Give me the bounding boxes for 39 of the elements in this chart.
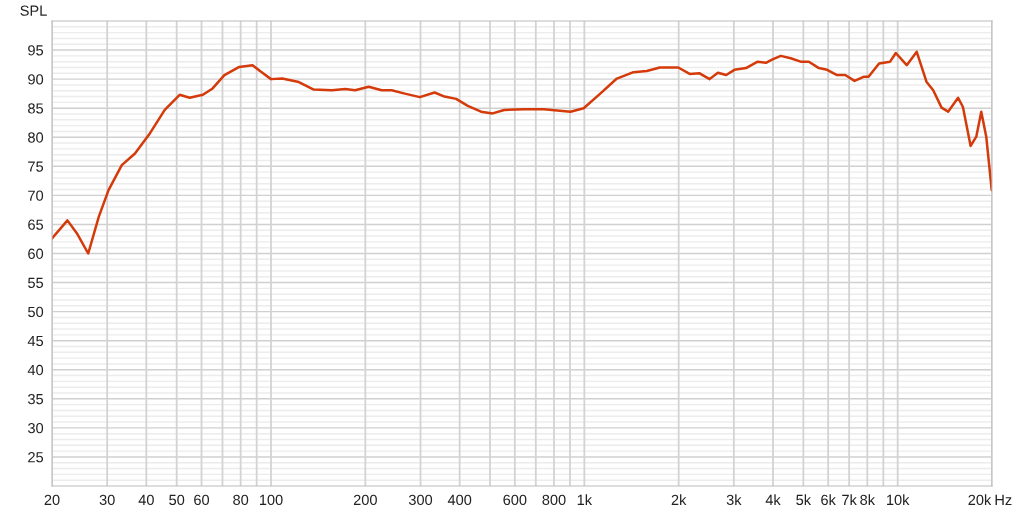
- y-tick-label: 90: [28, 74, 44, 85]
- x-tick-label: 5k: [796, 494, 812, 506]
- x-tick-label: 1k: [577, 494, 593, 505]
- x-tick-label: 100: [259, 494, 283, 506]
- y-tick-label: 65: [28, 219, 44, 230]
- x-axis-title: Hz: [995, 494, 1012, 505]
- x-tick-label: 4k: [765, 494, 781, 505]
- x-tick-label: 8k: [860, 494, 876, 506]
- y-tick-label: 55: [28, 277, 44, 288]
- y-tick-label: 30: [28, 422, 44, 434]
- y-tick-label: 70: [28, 190, 44, 201]
- x-tick-label: 20k: [968, 494, 992, 506]
- x-tick-label: 300: [408, 494, 433, 506]
- x-tick-label: 40: [138, 494, 154, 506]
- x-tick-label: 800: [542, 494, 566, 506]
- y-tick-label: 40: [27, 364, 44, 376]
- y-tick-label: 75: [28, 161, 44, 172]
- y-tick-label: 60: [28, 248, 44, 259]
- y-tick-label: 50: [28, 306, 44, 318]
- x-tick-label: 6k: [821, 494, 836, 506]
- x-tick-label: 60: [194, 494, 210, 506]
- x-tick-label: 3k: [726, 494, 742, 506]
- x-tick-label: 30: [99, 494, 115, 506]
- x-tick-label: 80: [233, 494, 249, 506]
- y-tick-label: 80: [28, 132, 44, 143]
- y-axis-title: SPL: [20, 5, 47, 16]
- x-tick-label: 7k: [842, 494, 857, 505]
- x-tick-label: 10k: [887, 494, 910, 506]
- y-tick-label: 95: [28, 45, 44, 56]
- x-tick-label: 50: [169, 494, 185, 506]
- x-tick-label: 20: [44, 494, 60, 506]
- x-tick-label: 600: [503, 494, 527, 506]
- x-tick-label: 2k: [671, 494, 687, 505]
- y-tick-label: 25: [28, 452, 44, 463]
- x-tick-label: 400: [447, 494, 472, 506]
- x-tick-label: 200: [353, 494, 377, 506]
- y-tick-label: 35: [28, 393, 44, 405]
- y-tick-label: 45: [27, 335, 44, 347]
- y-tick-label: 85: [28, 103, 44, 114]
